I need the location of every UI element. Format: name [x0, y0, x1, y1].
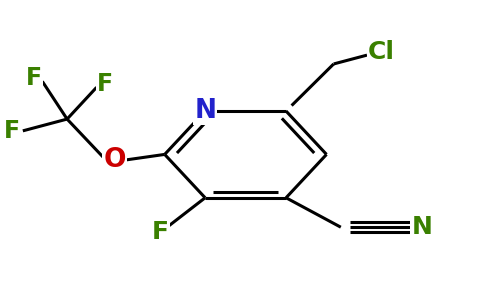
Text: Cl: Cl	[368, 40, 395, 64]
Text: F: F	[26, 66, 42, 90]
Text: N: N	[194, 98, 216, 124]
Text: F: F	[4, 119, 20, 143]
Text: O: O	[104, 147, 126, 173]
Text: F: F	[97, 72, 113, 96]
Text: F: F	[151, 220, 168, 244]
Text: N: N	[411, 215, 432, 239]
